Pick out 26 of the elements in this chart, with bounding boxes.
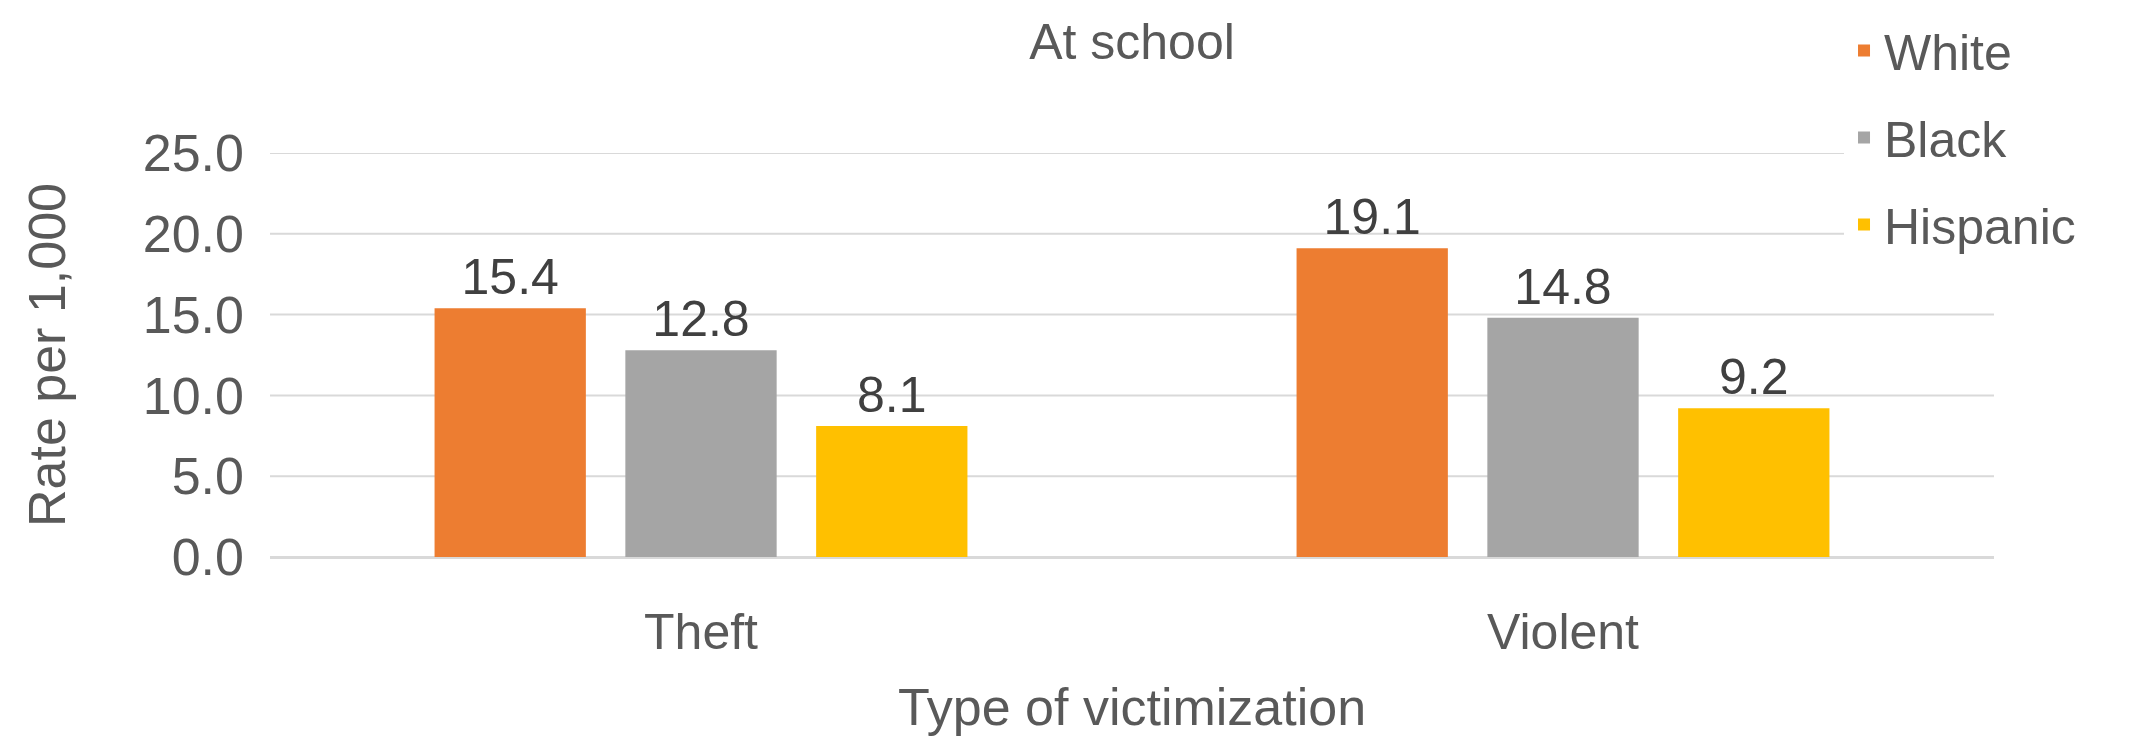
chart-title: At school [1029,13,1235,70]
x-tick-label: Violent [1487,604,1640,660]
data-label: 14.8 [1514,258,1612,315]
legend-label: Hispanic [1884,199,2076,256]
data-label: 8.1 [857,367,927,424]
bar [1678,408,1830,557]
x-axis-title: Type of victimization [897,678,1367,737]
y-axis-title: Rate per 1,000 [18,182,77,528]
data-label: 19.1 [1323,189,1421,246]
bar [1296,248,1448,557]
bar [625,350,777,557]
y-tick-label: 25.0 [142,124,244,183]
data-label: 15.4 [461,249,559,306]
data-label: 9.2 [1719,349,1789,406]
data-label: 12.8 [652,291,750,348]
legend-label: Black [1884,112,2008,169]
y-tick-label: 20.0 [142,205,244,263]
x-tick-label: Theft [644,604,759,660]
y-tick-label: 15.0 [142,285,244,344]
legend-label: White [1884,25,2012,82]
y-tick-label: 0.0 [171,528,244,587]
bar [1487,317,1639,557]
bar [816,426,968,557]
y-tick-label: 10.0 [142,366,244,425]
y-tick-label: 5.0 [171,447,244,506]
bar [434,308,586,557]
